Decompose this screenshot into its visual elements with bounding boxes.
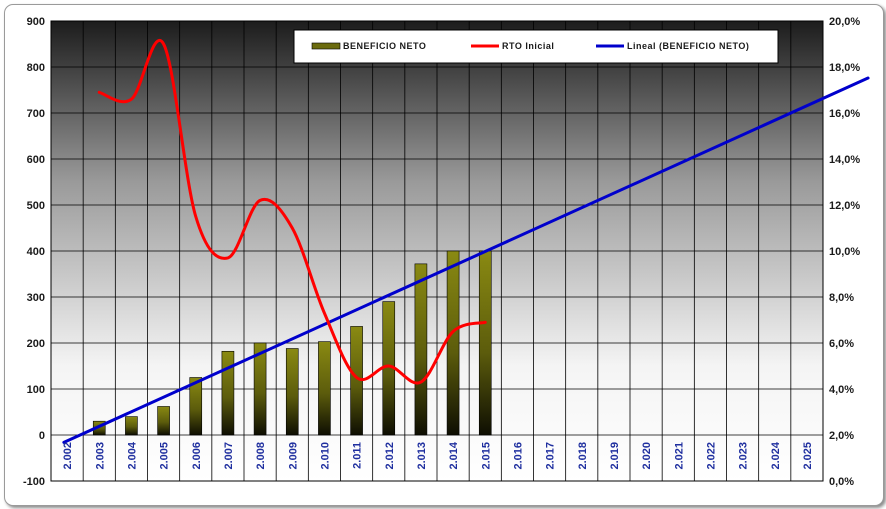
x-axis-tick-label: 2.010	[319, 442, 331, 470]
left-axis-tick-label: 500	[27, 200, 45, 212]
left-axis-tick-label: 100	[27, 384, 45, 396]
x-axis-tick-label: 2.007	[223, 442, 235, 470]
left-axis-tick-label: 300	[27, 292, 45, 304]
x-axis-tick-label: 2.004	[126, 441, 138, 469]
x-axis-ticks: 2.002 2.003 2.004 2.005 2.006 2.007 2.008 2.009…	[62, 441, 814, 469]
x-axis-tick-label: 2.003	[94, 442, 106, 470]
bar-beneficio-neto	[125, 416, 138, 436]
bar-beneficio-neto	[318, 341, 331, 436]
bar-beneficio-neto	[478, 250, 492, 436]
x-axis-tick-label: 2.009	[287, 442, 299, 470]
right-axis-tick-label: 8,0%	[829, 292, 854, 304]
x-axis-tick-label: 2.023	[738, 442, 750, 470]
right-axis-tick-label: 0,0%	[829, 476, 854, 488]
line-rto-inicial	[97, 39, 487, 385]
right-axis-tick-label: 20,0%	[829, 16, 860, 28]
trendline-lineal-beneficio-neto	[62, 76, 870, 444]
legend: BENEFICIO NETO RTO Inicial Lineal (BENEF…	[293, 29, 779, 64]
x-axis-tick-label: 2.015	[480, 442, 492, 470]
x-axis-tick-label: 2.017	[545, 442, 557, 470]
chart-svg: -100 0 100 200 300 400 500 600 700 800 900 0,0% 2,0…	[23, 16, 870, 488]
left-axis-tick-label: 600	[27, 154, 45, 166]
x-axis-tick-label: 2.002	[62, 442, 74, 470]
chart-frame: -100 0 100 200 300 400 500 600 700 800 900 0,0% 2,0…	[4, 4, 884, 506]
x-axis-tick-label: 2.018	[577, 442, 589, 470]
x-axis-tick-label: 2.013	[416, 442, 428, 470]
x-axis-tick-label: 2.006	[191, 442, 203, 470]
trendline-series	[62, 76, 870, 444]
left-axis-tick-label: 900	[27, 16, 45, 28]
legend-label-beneficio: BENEFICIO NETO	[343, 41, 426, 51]
left-axis-tick-label: -100	[23, 476, 45, 488]
bar-beneficio-neto	[285, 348, 299, 436]
right-axis-tick-label: 10,0%	[829, 246, 860, 258]
x-axis-tick-label: 2.005	[159, 442, 171, 470]
right-axis-tick-label: 16,0%	[829, 108, 860, 120]
right-axis-tick-label: 12,0%	[829, 200, 860, 212]
legend-box	[293, 29, 779, 64]
x-axis-tick-label: 2.011	[352, 442, 364, 469]
legend-label-lineal: Lineal (BENEFICIO NETO)	[627, 41, 749, 51]
right-axis-tick-label: 18,0%	[829, 62, 860, 74]
x-axis-tick-label: 2.022	[705, 442, 717, 470]
right-axis-ticks: 0,0% 2,0% 4,0% 6,0% 8,0% 10,0% 12,0% 14,0% 16,0%…	[829, 16, 860, 488]
right-axis-tick-label: 2,0%	[829, 430, 854, 442]
bar-beneficio-neto	[157, 406, 170, 436]
plot-border	[50, 20, 824, 482]
left-axis-tick-label: 400	[27, 246, 45, 258]
bar-beneficio-neto	[414, 263, 428, 436]
left-axis-ticks: -100 0 100 200 300 400 500 600 700 800 900	[23, 16, 45, 488]
x-axis-tick-label: 2.020	[641, 442, 653, 470]
x-axis-tick-label: 2.021	[673, 442, 685, 470]
left-axis-tick-label: 0	[39, 430, 45, 442]
right-axis-tick-label: 6,0%	[829, 338, 854, 350]
left-axis-tick-label: 200	[27, 338, 45, 350]
legend-swatch-beneficio	[311, 42, 341, 50]
right-axis-tick-label: 14,0%	[829, 154, 860, 166]
x-axis-tick-label: 2.024	[770, 441, 782, 469]
bar-beneficio-neto	[446, 250, 460, 436]
legend-label-rto: RTO Inicial	[502, 41, 554, 51]
right-axis-tick-label: 4,0%	[829, 384, 854, 396]
x-axis-tick-label: 2.016	[512, 442, 524, 470]
bar-beneficio-neto	[221, 350, 235, 436]
left-axis-tick-label: 700	[27, 108, 45, 120]
x-axis-tick-label: 2.014	[448, 441, 460, 469]
gridlines	[50, 20, 824, 482]
bar-beneficio-neto	[189, 377, 203, 436]
bar-beneficio-neto	[253, 342, 267, 436]
left-axis-tick-label: 800	[27, 62, 45, 74]
rto-line-series	[97, 39, 487, 385]
x-axis-tick-label: 2.025	[802, 442, 814, 470]
x-axis-tick-label: 2.012	[384, 442, 396, 470]
bar-series	[92, 250, 492, 436]
x-axis-tick-label: 2.019	[609, 442, 621, 470]
x-axis-tick-label: 2.008	[255, 442, 267, 470]
